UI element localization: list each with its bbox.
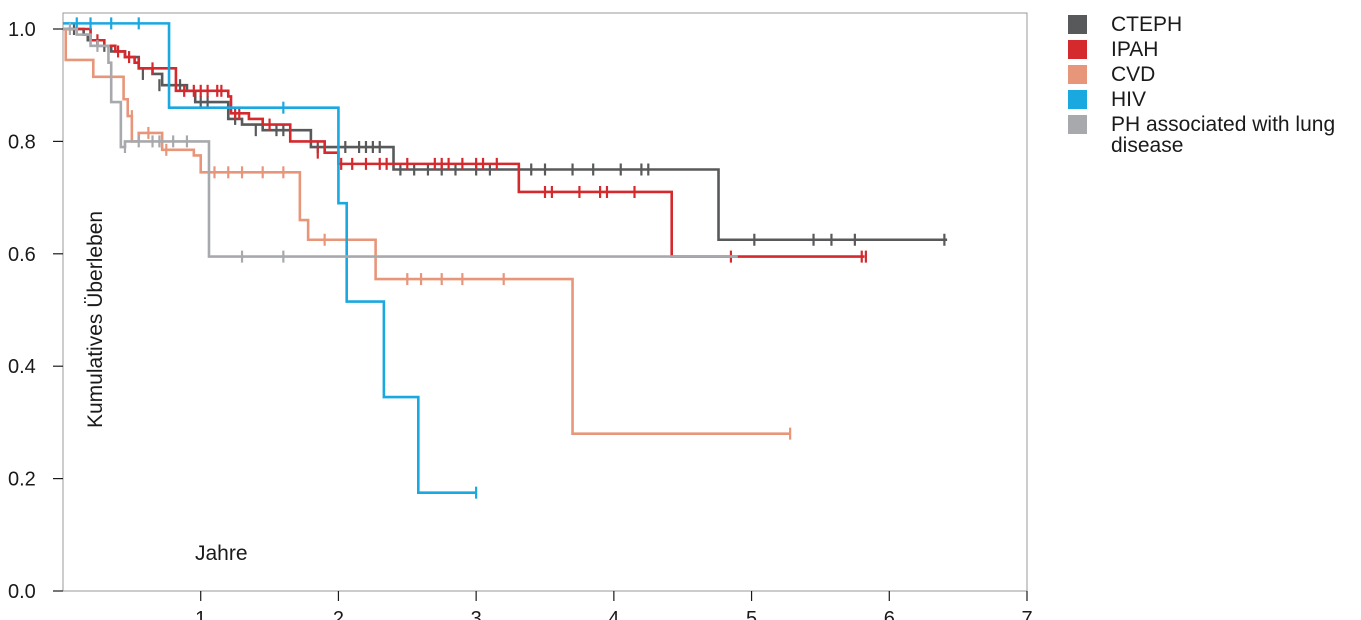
x-axis-title: Jahre [195,542,248,565]
y-tick-label-1.0: 1.0 [8,19,36,41]
y-tick-label-0.8: 0.8 [8,131,36,153]
legend-label-cteph: CTEPH [1111,13,1183,36]
legend-label-lung-disease: PH associated with lung disease [1111,113,1336,157]
x-tick-label-4: 4 [608,608,619,620]
x-tick-label-1: 1 [195,608,206,620]
legend-swatch-hiv [1068,90,1087,109]
legend-label-cvd: CVD [1111,63,1156,86]
x-tick-label-7: 7 [1021,608,1032,620]
curve-hiv [63,22,477,494]
series-hiv [63,17,478,499]
legend-label-hiv: HIV [1111,88,1147,111]
series-cvd [63,27,792,440]
axes: 1 2 3 4 5 6 7 0.0 0.2 0.4 0.6 0.8 1.0 [8,19,1033,620]
legend-item-ipah: IPAH [1068,39,1341,60]
legend-item-cvd: CVD [1068,64,1341,85]
curve-cvd [63,27,791,435]
curve-ph-associated-with-lung-disease [63,27,738,258]
legend-item-cteph: CTEPH [1068,14,1341,35]
legend-item-hiv: HIV [1068,89,1341,110]
legend-item-lung-disease: PH associated with lung disease [1068,114,1341,156]
curve-cteph [63,27,948,242]
survival-curves [63,17,948,499]
series-cteph [63,23,948,246]
plot-frame [62,12,1028,592]
y-tick-label-0.6: 0.6 [8,244,36,266]
legend-swatch-cteph [1068,15,1087,34]
legend-swatch-cvd [1068,65,1087,84]
legend: CTEPH IPAH CVD HIV PH associated with lu… [1068,14,1341,160]
curve-ipah [63,27,865,258]
y-tick-label-0.2: 0.2 [8,469,36,491]
y-tick-label-0.0: 0.0 [8,581,36,603]
y-axis-title: Kumulatives Überleben [84,211,107,428]
legend-label-ipah: IPAH [1111,38,1159,61]
series-ipah [63,27,867,263]
legend-swatch-lung-disease [1068,115,1087,134]
x-tick-label-6: 6 [884,608,895,620]
series-ph-associated-with-lung-disease [63,23,738,263]
y-tick-label-0.4: 0.4 [8,356,36,378]
x-tick-label-3: 3 [471,608,482,620]
x-tick-label-5: 5 [746,608,757,620]
legend-swatch-ipah [1068,40,1087,59]
x-tick-label-2: 2 [333,608,344,620]
